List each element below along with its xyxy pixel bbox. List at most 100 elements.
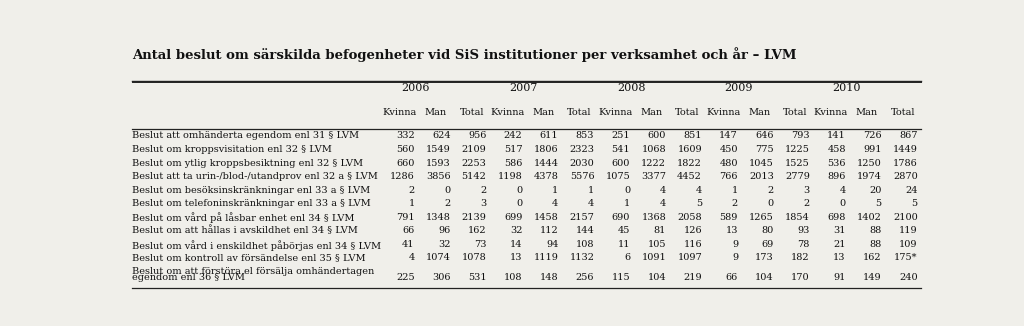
Text: 182: 182	[792, 253, 810, 262]
Text: 698: 698	[827, 213, 846, 222]
Text: 115: 115	[611, 273, 630, 282]
Text: 175*: 175*	[894, 253, 918, 262]
Text: 2253: 2253	[462, 158, 486, 168]
Text: 93: 93	[798, 226, 810, 235]
Text: Beslut om ytlig kroppsbesiktning enl 32 § LVM: Beslut om ytlig kroppsbesiktning enl 32 …	[132, 158, 364, 168]
Text: 147: 147	[719, 131, 738, 141]
Text: 1: 1	[732, 185, 738, 195]
Text: 896: 896	[827, 172, 846, 181]
Text: 81: 81	[653, 226, 667, 235]
Text: egendom enl 36 § LVM: egendom enl 36 § LVM	[132, 273, 245, 282]
Text: 5: 5	[876, 199, 882, 208]
Text: 3377: 3377	[641, 172, 667, 181]
Text: 0: 0	[768, 199, 774, 208]
Text: Beslut att ta urin-/blod-/utandprov enl 32 a § LVM: Beslut att ta urin-/blod-/utandprov enl …	[132, 172, 378, 181]
Text: 2323: 2323	[569, 145, 594, 154]
Text: Beslut om att hållas i avskildhet enl 34 § LVM: Beslut om att hållas i avskildhet enl 34…	[132, 226, 357, 236]
Text: 4: 4	[588, 199, 594, 208]
Text: 332: 332	[396, 131, 415, 141]
Text: 560: 560	[396, 145, 415, 154]
Text: Kvinna: Kvinna	[490, 108, 525, 117]
Text: 32: 32	[438, 240, 451, 249]
Text: Beslut om telefoninskränkningar enl 33 a § LVM: Beslut om telefoninskränkningar enl 33 a…	[132, 199, 371, 208]
Text: 853: 853	[575, 131, 594, 141]
Text: 1593: 1593	[426, 158, 451, 168]
Text: 69: 69	[762, 240, 774, 249]
Text: 4: 4	[659, 185, 667, 195]
Text: 4: 4	[696, 185, 702, 195]
Text: 867: 867	[899, 131, 918, 141]
Text: 1078: 1078	[462, 253, 486, 262]
Text: 793: 793	[792, 131, 810, 141]
Text: 80: 80	[762, 226, 774, 235]
Text: 2008: 2008	[616, 83, 645, 93]
Text: 21: 21	[834, 240, 846, 249]
Text: 219: 219	[683, 273, 702, 282]
Text: 148: 148	[540, 273, 558, 282]
Text: 225: 225	[396, 273, 415, 282]
Text: 766: 766	[720, 172, 738, 181]
Text: 2010: 2010	[833, 83, 861, 93]
Text: Beslut om kroppsvisitation enl 32 § LVM: Beslut om kroppsvisitation enl 32 § LVM	[132, 145, 332, 154]
Text: 20: 20	[869, 185, 882, 195]
Text: 13: 13	[726, 226, 738, 235]
Text: Total: Total	[675, 108, 699, 117]
Text: Beslut om vård i enskildhet påbörjas enl 34 § LVM: Beslut om vård i enskildhet påbörjas enl…	[132, 240, 381, 251]
Text: 88: 88	[869, 240, 882, 249]
Text: Beslut om vård på låsbar enhet enl 34 § LVM: Beslut om vård på låsbar enhet enl 34 § …	[132, 213, 354, 224]
Text: 144: 144	[575, 226, 594, 235]
Text: 1045: 1045	[750, 158, 774, 168]
Text: 0: 0	[516, 185, 522, 195]
Text: 1854: 1854	[785, 213, 810, 222]
Text: 306: 306	[432, 273, 451, 282]
Text: 991: 991	[863, 145, 882, 154]
Text: Total: Total	[891, 108, 915, 117]
Text: Kvinna: Kvinna	[707, 108, 740, 117]
Text: 112: 112	[540, 226, 558, 235]
Text: 1132: 1132	[569, 253, 594, 262]
Text: 32: 32	[510, 226, 522, 235]
Text: 690: 690	[612, 213, 630, 222]
Text: 1444: 1444	[534, 158, 558, 168]
Text: 141: 141	[827, 131, 846, 141]
Text: 105: 105	[647, 240, 667, 249]
Text: 458: 458	[827, 145, 846, 154]
Text: 1075: 1075	[605, 172, 630, 181]
Text: 78: 78	[798, 240, 810, 249]
Text: Man: Man	[749, 108, 770, 117]
Text: 242: 242	[504, 131, 522, 141]
Text: 541: 541	[611, 145, 630, 154]
Text: 600: 600	[612, 158, 630, 168]
Text: 13: 13	[834, 253, 846, 262]
Text: 0: 0	[624, 185, 630, 195]
Text: 1609: 1609	[678, 145, 702, 154]
Text: 2030: 2030	[569, 158, 594, 168]
Text: 149: 149	[863, 273, 882, 282]
Text: 91: 91	[834, 273, 846, 282]
Text: 1: 1	[624, 199, 630, 208]
Text: 1806: 1806	[534, 145, 558, 154]
Text: 5: 5	[911, 199, 918, 208]
Text: 2: 2	[732, 199, 738, 208]
Text: 2: 2	[444, 199, 451, 208]
Text: 1198: 1198	[498, 172, 522, 181]
Text: 0: 0	[840, 199, 846, 208]
Text: 104: 104	[756, 273, 774, 282]
Text: Beslut om kontroll av försändelse enl 35 § LVM: Beslut om kontroll av försändelse enl 35…	[132, 253, 366, 262]
Text: 13: 13	[510, 253, 522, 262]
Text: 170: 170	[792, 273, 810, 282]
Text: Man: Man	[425, 108, 446, 117]
Text: 3856: 3856	[426, 172, 451, 181]
Text: 4: 4	[409, 253, 415, 262]
Text: 116: 116	[683, 240, 702, 249]
Text: 1822: 1822	[677, 158, 702, 168]
Text: 41: 41	[402, 240, 415, 249]
Text: 2058: 2058	[678, 213, 702, 222]
Text: 4: 4	[552, 199, 558, 208]
Text: 6: 6	[624, 253, 630, 262]
Text: 1402: 1402	[857, 213, 882, 222]
Text: 2109: 2109	[462, 145, 486, 154]
Text: 11: 11	[617, 240, 630, 249]
Text: 2: 2	[480, 185, 486, 195]
Text: 0: 0	[516, 199, 522, 208]
